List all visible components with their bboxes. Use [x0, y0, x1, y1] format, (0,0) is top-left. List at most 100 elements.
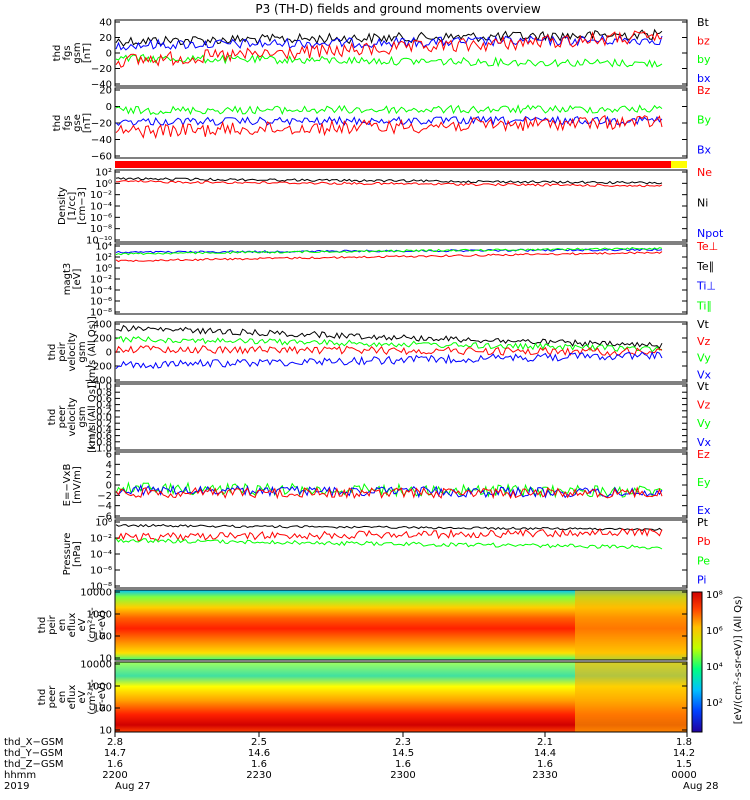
legend-Vz: Vz — [697, 335, 711, 348]
panel-frame — [114, 451, 688, 519]
x-tick-label: 14.5 — [392, 748, 414, 759]
colorbar-tick-label: 10⁴ — [706, 662, 723, 673]
x-tick-label: 14.7 — [104, 748, 126, 759]
y-tick-label: 100 — [93, 632, 112, 643]
trace-Ez — [115, 486, 663, 500]
x-row-label: thd_X−GSM — [4, 737, 64, 748]
y-tick-label: 40 — [99, 18, 112, 29]
y-axis-label: E=−VxB [mV/m] — [62, 464, 83, 507]
colorbar-label-text: [eV/(cm²-s-sr-eV)] (All Qs) — [733, 596, 744, 725]
y-axis-label-line: E=−VxB — [62, 464, 73, 507]
y-axis-label-line: sr-eV) — [97, 682, 108, 711]
trace-Ne — [116, 179, 663, 188]
y-axis-label-line: en — [57, 619, 68, 632]
y-tick-label: 0 — [106, 348, 112, 359]
legend-Ni: Ni — [697, 197, 708, 210]
y-axis-label-line: gsm — [77, 341, 88, 362]
y-tick-label: 10² — [95, 168, 112, 179]
y-axis-label-line: eflux — [67, 613, 78, 638]
panel-frame — [114, 589, 688, 661]
y-tick-label: 10⁻¹⁰ — [86, 236, 112, 247]
legend-Ey: Ey — [697, 476, 711, 489]
trace-bz — [115, 30, 663, 68]
y-axis-label-line: gse — [72, 114, 83, 132]
y-tick-label: 4 — [106, 460, 112, 471]
y-axis-label-line: peir — [57, 341, 68, 361]
y-axis-label-line: sr-eV) — [97, 610, 108, 639]
y-tick-label: −4 — [97, 501, 112, 512]
legend-Bz: Bz — [697, 84, 711, 97]
colorbar-tick-label: 10⁸ — [706, 590, 723, 601]
x-tick-label: 1.6 — [251, 759, 267, 770]
y-axis-label-line: [nT] — [82, 113, 93, 133]
x-tick-label: 1.6 — [537, 759, 553, 770]
y-tick-label: 6 — [106, 450, 112, 461]
y-axis-label-line: [nPa] — [72, 541, 83, 567]
y-tick-label: −200 — [85, 362, 112, 373]
y-axis-label-line: eV — [77, 690, 88, 703]
y-axis-label: thd fgs gsm [nT] — [52, 42, 93, 63]
trace-Vy — [115, 335, 663, 353]
y-tick-label: 200 — [93, 334, 112, 345]
trace-Ni — [115, 177, 663, 185]
x-tick-label: 1.6 — [107, 759, 123, 770]
x-tick-label: Aug 27 — [115, 781, 150, 792]
y-axis-label-line: gsm — [77, 406, 88, 427]
y-axis-label-line: Pressure — [62, 533, 73, 576]
legend-Ti⊥: Ti⊥ — [696, 280, 716, 293]
x-row-label: thd_Z−GSM — [4, 759, 64, 770]
legend-Vt: Vt — [697, 318, 710, 331]
y-tick-label: 10⁻⁴ — [90, 202, 112, 213]
status-bar-red — [115, 161, 671, 168]
x-tick-label: 14.2 — [673, 748, 695, 759]
x-tick-label: 2230 — [246, 770, 271, 781]
legend-Te⊥: Te⊥ — [696, 240, 718, 253]
y-axis-label-line: thd — [52, 45, 63, 62]
y-axis-label-line: fgs — [62, 115, 73, 130]
y-axis-label-line: gsm — [72, 42, 83, 63]
y-tick-label: 0 — [106, 102, 112, 113]
y-axis-label-line: (cm²-s- — [87, 679, 98, 715]
legend-Vy: Vy — [697, 352, 711, 365]
y-tick-label: 10⁻⁴ — [90, 286, 112, 297]
legend-Bx: Bx — [697, 143, 712, 156]
y-axis-label-line: fgs — [62, 45, 73, 60]
panel-frame — [114, 519, 688, 589]
y-tick-label: 10⁰ — [95, 264, 112, 275]
y-axis-label-line: peir — [47, 614, 58, 634]
y-axis-label-line: peer — [57, 405, 68, 429]
chart-title: P3 (TH-D) fields and ground moments over… — [255, 2, 540, 16]
trace-Pb — [115, 527, 663, 542]
y-axis-label-line: [eV] — [72, 269, 83, 290]
x-tick-label: 2300 — [390, 770, 415, 781]
panel-frame — [114, 383, 688, 451]
y-tick-label: 20 — [99, 86, 112, 97]
panel-frame — [114, 661, 688, 733]
y-axis-label-line: eflux — [67, 685, 78, 710]
y-tick-label: 1.0 — [96, 382, 112, 393]
trace-Pe — [115, 538, 663, 550]
y-axis-label-line: thd — [52, 115, 63, 132]
legend-Vt: Vt — [697, 380, 710, 393]
y-tick-label: 2 — [106, 470, 112, 481]
trace-Te — [115, 251, 663, 263]
trace-Bz — [115, 114, 663, 140]
legend-bx: bx — [697, 72, 711, 85]
x-tick-label: 1.5 — [676, 759, 692, 770]
y-axis-label-line: peer — [47, 685, 58, 709]
y-tick-label: −40 — [91, 135, 112, 146]
y-tick-label: −20 — [91, 119, 112, 130]
y-axis-label-line: [mV/m] — [72, 466, 83, 504]
legend-Vx: Vx — [697, 436, 712, 449]
y-tick-label: −40 — [91, 80, 112, 91]
x-row-label: thd_Y−GSM — [4, 748, 63, 759]
panel-peir-eflux: 10000 1000 100 10 thd peir en eflux eV (cm²-s-sr-… — [37, 588, 688, 665]
y-axis-label-line: thd — [37, 689, 48, 706]
colorbar-tick-label: 10² — [706, 698, 723, 709]
y-axis-label-line: [nT] — [82, 43, 93, 63]
y-tick-label: −0.2 — [88, 419, 112, 430]
legend-Vx: Vx — [697, 368, 712, 381]
y-axis-label: thd fgs gse [nT] — [52, 113, 93, 133]
